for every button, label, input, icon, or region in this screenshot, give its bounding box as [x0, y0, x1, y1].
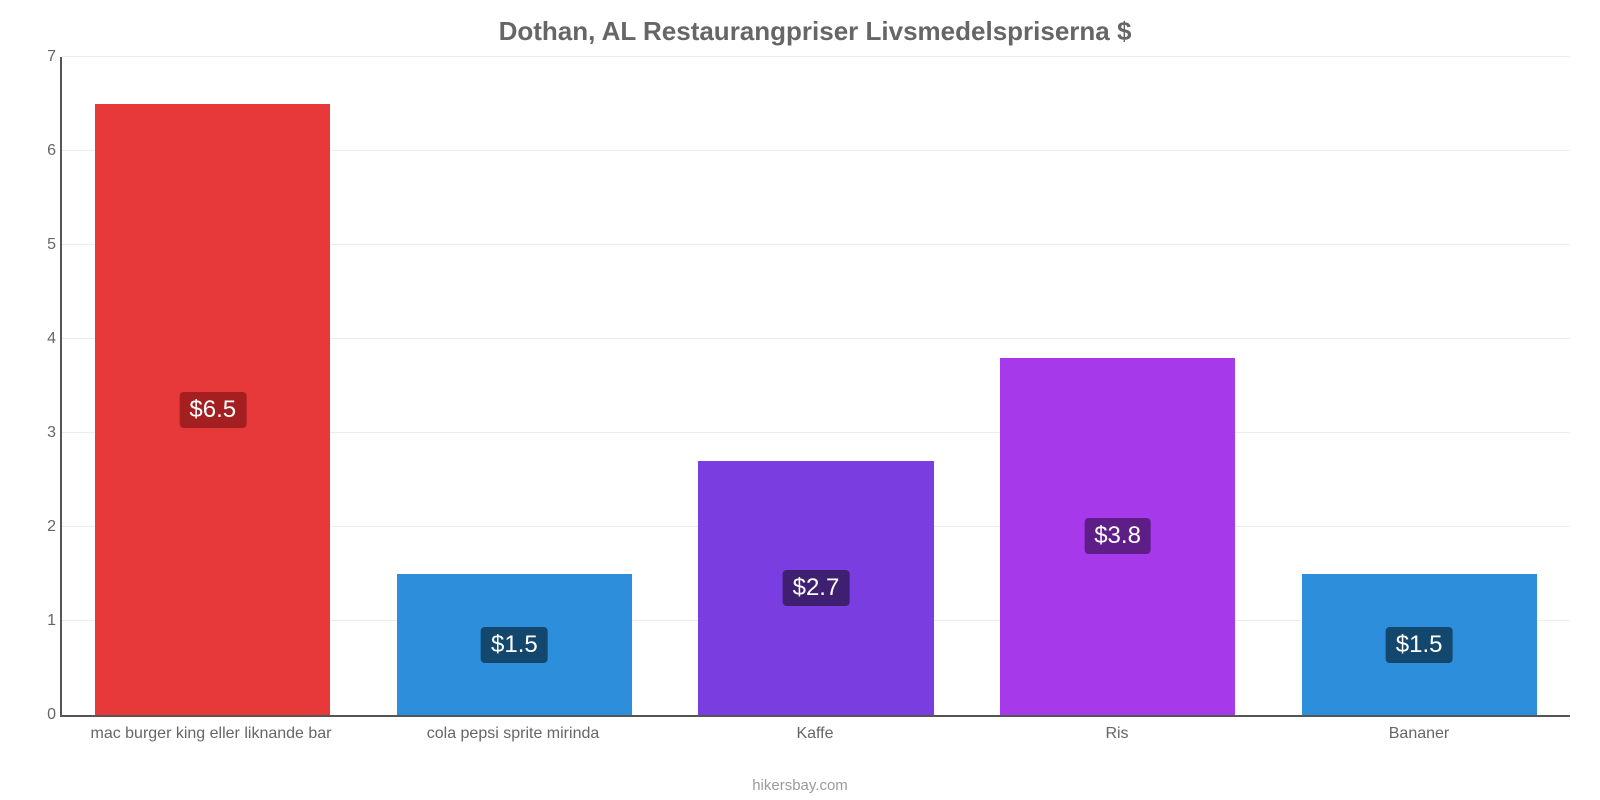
- y-tick: 6: [32, 142, 56, 160]
- bar-slot: $1.5: [1268, 57, 1570, 715]
- bar-ris: $3.8: [1000, 358, 1235, 715]
- bar-bananer: $1.5: [1302, 574, 1537, 715]
- value-label: $1.5: [481, 627, 548, 663]
- y-tick: 4: [32, 330, 56, 348]
- y-tick: 1: [32, 612, 56, 630]
- value-label: $3.8: [1084, 518, 1151, 554]
- y-tick: 7: [32, 48, 56, 66]
- price-chart: Dothan, AL Restaurangpriser Livsmedelspr…: [0, 0, 1600, 800]
- y-tick: 2: [32, 518, 56, 536]
- bars-container: $6.5 $1.5 $2.7 $3.8 $1.5: [62, 57, 1570, 715]
- value-label: $2.7: [783, 570, 850, 606]
- bar-slot: $2.7: [665, 57, 967, 715]
- bar-mac: $6.5: [95, 104, 330, 715]
- x-label: Ris: [966, 725, 1268, 743]
- bar-slot: $3.8: [967, 57, 1269, 715]
- bar-slot: $1.5: [364, 57, 666, 715]
- chart-title: Dothan, AL Restaurangpriser Livsmedelspr…: [60, 16, 1570, 47]
- attribution-text: hikersbay.com: [0, 777, 1600, 794]
- bar-kaffe: $2.7: [698, 461, 933, 715]
- x-label: cola pepsi sprite mirinda: [362, 725, 664, 743]
- y-tick: 5: [32, 236, 56, 254]
- value-label: $1.5: [1386, 627, 1453, 663]
- value-label: $6.5: [179, 392, 246, 428]
- x-label: Kaffe: [664, 725, 966, 743]
- x-label: mac burger king eller liknande bar: [60, 725, 362, 743]
- y-tick: 0: [32, 706, 56, 724]
- x-axis-labels: mac burger king eller liknande bar cola …: [60, 725, 1570, 743]
- x-label: Bananer: [1268, 725, 1570, 743]
- plot-area: 0 1 2 3 4 5 6 7 $6.5 $1.5 $2.7: [60, 57, 1570, 717]
- y-tick: 3: [32, 424, 56, 442]
- bar-slot: $6.5: [62, 57, 364, 715]
- bar-cola: $1.5: [397, 574, 632, 715]
